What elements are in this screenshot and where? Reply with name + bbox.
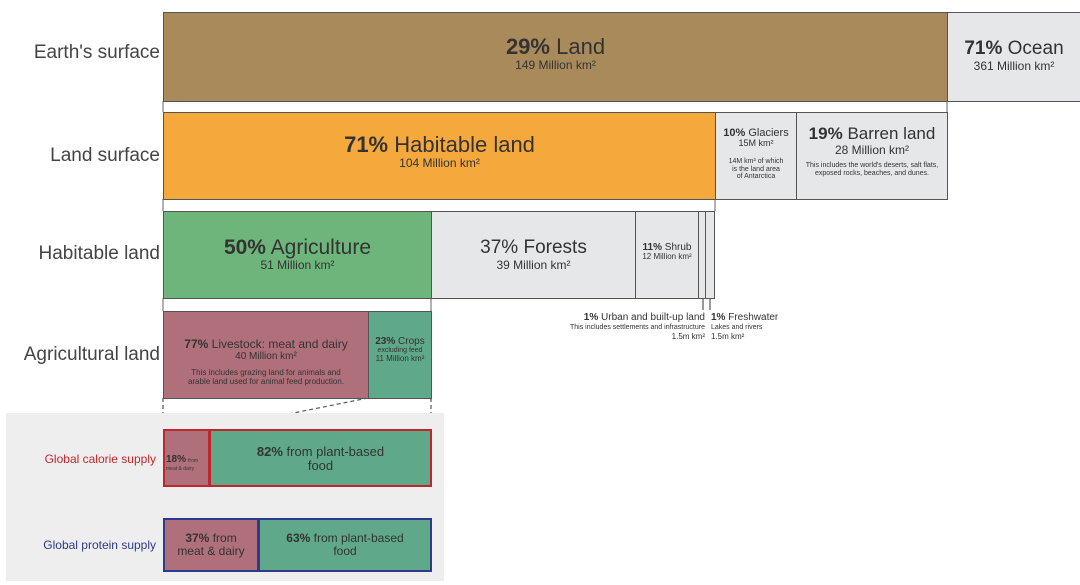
bar-freshwater — [705, 211, 715, 299]
shrub-title: 11% Shrub — [642, 242, 692, 253]
shrub-value: 12 Million km² — [642, 252, 692, 261]
livestock-note-1: This includes grazing land for animals a… — [191, 368, 341, 378]
habitable-title: 71% Habitable land — [344, 132, 535, 157]
forests-value: 39 Million km² — [496, 257, 571, 272]
bar-calorie-plant: 82% from plant-based food — [209, 429, 432, 487]
row-label-earth: Earth's surface — [33, 42, 160, 63]
bar-protein-plant: 63% from plant-based food — [258, 518, 432, 572]
land-value: 149 Million km² — [515, 58, 596, 73]
fresh-note: Lakes and rivers — [711, 323, 763, 331]
calorie-meat-note-1: from — [188, 458, 199, 464]
row-label-calorie: Global calorie supply — [44, 452, 156, 466]
crops-note: excluding feed — [377, 347, 423, 354]
bar-ocean: 71% Ocean 361 Million km² — [947, 12, 1080, 102]
bar-livestock: 77% Livestock: meat and dairy 40 Million… — [163, 311, 369, 399]
protein-meat-label-1: 37% from — [185, 531, 237, 545]
calorie-meat-label: 18% — [166, 454, 187, 465]
barren-value: 28 Million km² — [834, 142, 909, 157]
livestock-note-2: arable land used for animal feed product… — [187, 376, 345, 386]
urban-value: 1.5m km² — [671, 331, 705, 341]
glaciers-note-2: is the land area — [732, 165, 780, 173]
barren-note-1: This includes the world's deserts, salt … — [805, 161, 939, 169]
ocean-value: 361 Million km² — [973, 58, 1055, 73]
bar-barren: 19% Barren land 28 Million km² This incl… — [796, 112, 948, 200]
livestock-title: 77% Livestock: meat and dairy — [184, 337, 348, 351]
bar-crops: 23% Crops excluding feed 11 Million km² — [368, 311, 432, 399]
bar-forests: 37% Forests 39 Million km² — [431, 211, 636, 299]
fresh-annotation: 1% Freshwater Lakes and rivers 1.5m km² — [711, 312, 801, 341]
bar-protein-meat: 37% from meat & dairy — [163, 518, 259, 572]
protein-meat-label-2: meat & dairy — [177, 544, 245, 559]
barren-note-2: exposed rocks, beaches, and dunes. — [814, 169, 930, 177]
fresh-value: 1.5m km² — [711, 331, 745, 341]
calorie-meat-note-2: meat & dairy — [166, 466, 195, 472]
fresh-title: 1% Freshwater — [711, 312, 779, 323]
calorie-plant-label-1: 82% from plant-based — [256, 444, 385, 459]
forests-title: 37% Forests — [480, 237, 587, 258]
protein-plant-label-2: food — [333, 544, 357, 559]
agriculture-title: 50% Agriculture — [223, 236, 372, 259]
protein-plant-label-1: 63% from plant-based — [286, 531, 404, 545]
livestock-value: 40 Million km² — [235, 351, 297, 363]
bar-agriculture: 50% Agriculture 51 Million km² — [163, 211, 432, 299]
glaciers-title: 10% Glaciers — [723, 127, 789, 139]
bar-land: 29% Land 149 Million km² — [163, 12, 948, 102]
urban-title: 1% Urban and built-up land — [583, 312, 705, 323]
glaciers-note-1: 14M km² of which — [728, 157, 784, 165]
bar-glaciers: 10% Glaciers 15M km² 14M km² of which is… — [715, 112, 797, 200]
glaciers-note-3: of Antarctica — [736, 173, 776, 181]
crops-title: 23% Crops — [375, 336, 425, 347]
bar-calorie-meat: 18% from meat & dairy — [163, 429, 210, 487]
bar-shrub: 11% Shrub 12 Million km² — [635, 211, 699, 299]
land-title: 29% Land — [505, 34, 606, 59]
row-label-protein: Global protein supply — [43, 538, 156, 552]
barren-title: 19% Barren land — [808, 124, 936, 143]
calorie-plant-label-2: food — [307, 458, 334, 474]
urban-annotation: 1% Urban and built-up land This includes… — [540, 312, 705, 341]
row-label-agricultural: Agricultural land — [23, 344, 160, 365]
urban-note: This includes settlements and infrastruc… — [569, 323, 705, 331]
crops-value: 11 Million km² — [375, 353, 425, 363]
habitable-value: 104 Million km² — [399, 156, 480, 171]
agriculture-value: 51 Million km² — [260, 258, 335, 273]
row-label-land: Land surface — [50, 145, 160, 166]
row-label-habitable: Habitable land — [38, 243, 160, 264]
ocean-title: 71% Ocean — [964, 38, 1064, 59]
glaciers-value: 15M km² — [738, 138, 774, 149]
bar-habitable: 71% Habitable land 104 Million km² — [163, 112, 716, 200]
